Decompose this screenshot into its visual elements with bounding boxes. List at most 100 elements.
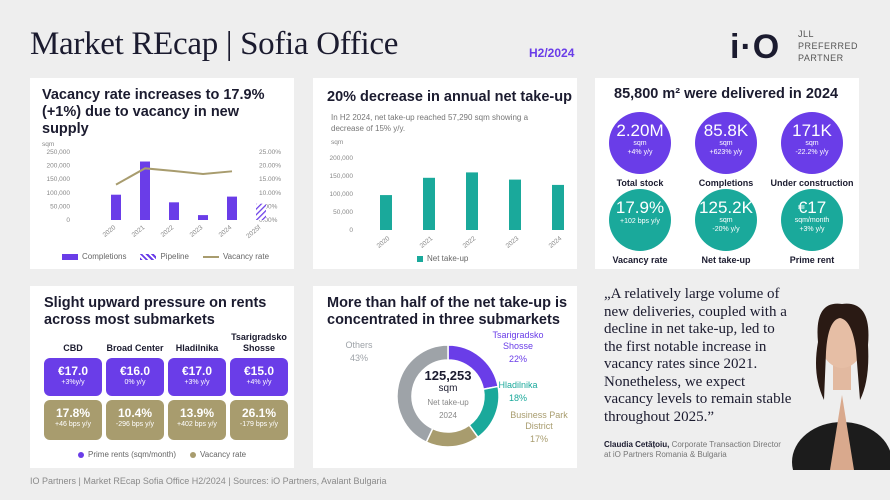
stat-label: Prime rent	[789, 255, 835, 265]
submarket-column: Tsarigradsko Shosse €15.0 +4% y/y 26.1% -179…	[230, 330, 288, 440]
donut-label: District	[525, 421, 553, 431]
vacancy-value: 10.4%	[117, 406, 153, 420]
vacancy-change: -179 bps y/y	[239, 421, 279, 428]
vacancy-rate-line	[115, 167, 233, 186]
donut-percent: 22%	[509, 354, 527, 364]
donut-percent: 43%	[350, 353, 368, 363]
stat-unit: sqm	[719, 217, 733, 224]
takeup-bar	[380, 195, 392, 230]
y-tick-label: 200,000	[330, 155, 354, 162]
vacancy-card: Vacancy rate increases to 17.9% (+1%) du…	[30, 78, 294, 269]
donut-label: Shosse	[503, 341, 533, 351]
stat-circle: 17.9% +102 bps y/y	[609, 189, 671, 251]
author-name: Claudia Cetățoiu,	[604, 440, 670, 449]
y2-tick-label: 10.00%	[259, 190, 281, 197]
stat-unit: sqm	[805, 140, 819, 147]
submarket-column: Broad Center €16.0 0% y/y 10.4% -296 bps y/y	[106, 330, 164, 440]
y2-tick-label: 15.00%	[259, 176, 281, 183]
stat-circle: €17 sqm/month +3% y/y	[781, 189, 843, 251]
y-tick-label: 0	[349, 227, 353, 234]
rent-value: €17.0	[57, 364, 89, 378]
y2-tick-label: 5.00%	[259, 203, 278, 210]
takeup-bar	[423, 177, 435, 230]
partner-line: PREFERRED	[798, 41, 859, 51]
vacancy-legend: Completions Pipeline Vacancy rate	[62, 252, 269, 261]
footer-text: IO Partners | Market REcap Sofia Office …	[30, 476, 387, 486]
takeup-axis-unit: sqm	[331, 139, 343, 146]
y-tick-label: 150,000	[47, 176, 71, 183]
vacancy-value: 13.9%	[179, 406, 215, 420]
stat-circle: 171K sqm -22.2% y/y	[781, 112, 843, 174]
donut-chart: 125,253 sqm Net take-up 2024 Tsarigradsk…	[345, 330, 568, 448]
concentration-title: More than half of the net take-up is con…	[327, 295, 568, 328]
takeup-subtitle: In H2 2024, net take-up reached 57,290 s…	[331, 113, 529, 133]
donut-label: Business Park	[510, 410, 568, 420]
completions-bar	[140, 161, 150, 220]
quote-text: „A relatively large volume of new delive…	[604, 286, 792, 425]
stat-unit: sqm/month	[794, 217, 830, 224]
rent-change: +4% y/y	[246, 379, 272, 386]
donut-percent: 17%	[530, 434, 548, 444]
stat-circle: 85.8K sqm +623% y/y	[695, 112, 757, 174]
y2-tick-label: 0.00%	[259, 217, 278, 224]
takeup-bar	[552, 184, 564, 230]
rents-title: Slight upward pressure on rents across m…	[44, 295, 267, 328]
rent-box: €15.0 +4% y/y	[230, 358, 288, 396]
completions-bar	[227, 196, 237, 220]
y-tick-label: 250,000	[47, 149, 71, 156]
x-tick-label: 2023	[189, 224, 205, 239]
donut-slice	[425, 424, 480, 448]
y-tick-label: 0	[66, 217, 70, 224]
vacancy-value: 26.1%	[241, 406, 277, 420]
y-tick-label: 50,000	[50, 203, 70, 210]
donut-percent: 18%	[509, 393, 527, 403]
takeup-bar	[466, 172, 478, 230]
submarket-name: CBD	[63, 343, 83, 353]
takeup-title: 20% decrease in annual net take-up	[327, 89, 572, 105]
y-tick-label: 150,000	[330, 173, 354, 180]
legend-vacancy: Vacancy rate	[200, 450, 247, 459]
completions-bar	[111, 194, 121, 220]
x-tick-label: 2020	[376, 235, 392, 250]
takeup-chart: sqm 200,000 150,000 100,000 50,000 0 2020 202…	[330, 139, 564, 250]
stat-circle: 125.2K sqm -20% y/y	[695, 189, 757, 251]
takeup-card: 20% decrease in annual net take-up In H2…	[313, 78, 577, 269]
legend-pipeline: Pipeline	[140, 252, 189, 261]
x-tick-label: 2021	[419, 235, 435, 250]
legend-prime-rents: Prime rents (sqm/month)	[88, 450, 177, 459]
submarket-name: Tsarigradsko Shosse	[231, 332, 287, 353]
submarket-column: Hladilnika €17.0 +3% y/y 13.9% +402 bps y/y	[168, 330, 226, 440]
vacancy-title: Vacancy rate increases to 17.9% (+1%) du…	[42, 87, 265, 137]
takeup-legend: Net take-up	[417, 254, 468, 263]
delivered-card: 85,800 m² were delivered in 2024 2.20M sq…	[595, 78, 859, 269]
stat-change: -20% y/y	[712, 226, 740, 233]
donut-slice	[468, 385, 500, 439]
donut-center-unit: sqm	[439, 383, 458, 394]
submarket-name: Hladilnika	[175, 343, 219, 353]
x-tick-label: 2023	[505, 235, 521, 250]
y-tick-label: 100,000	[330, 191, 354, 198]
stat-label: Vacancy rate	[612, 255, 668, 265]
donut-center-value: 125,253	[425, 368, 472, 383]
partner-badge: JLL PREFERRED PARTNER	[798, 28, 858, 64]
stat-circle: 2.20M sqm +4% y/y	[609, 112, 671, 174]
vacancy-change: +46 bps y/y	[55, 421, 91, 428]
donut-slice	[396, 344, 449, 444]
stat-value: 85.8K	[703, 121, 749, 140]
vacancy-box: 26.1% -179 bps y/y	[230, 400, 288, 440]
completions-bar	[198, 215, 208, 220]
vacancy-chart: sqm 250,000200,000150,000100,00050,0000 …	[42, 141, 281, 240]
x-tick-label: 2024	[548, 235, 564, 250]
stat-change: +623% y/y	[709, 149, 743, 156]
vacancy-axis-unit: sqm	[42, 141, 54, 148]
rent-value: €16.0	[119, 364, 151, 378]
stat-unit: sqm	[633, 140, 647, 147]
stat-label: Completions	[698, 178, 754, 188]
page-title: Market REcap | Sofia Office	[30, 26, 399, 62]
quote-author: Claudia Cetățoiu, Corporate Transaction …	[604, 440, 784, 460]
rent-value: €17.0	[181, 364, 213, 378]
stat-label: Total stock	[616, 178, 664, 188]
author-portrait	[792, 303, 890, 470]
rent-value: €15.0	[243, 364, 275, 378]
stat-unit: sqm	[719, 140, 733, 147]
